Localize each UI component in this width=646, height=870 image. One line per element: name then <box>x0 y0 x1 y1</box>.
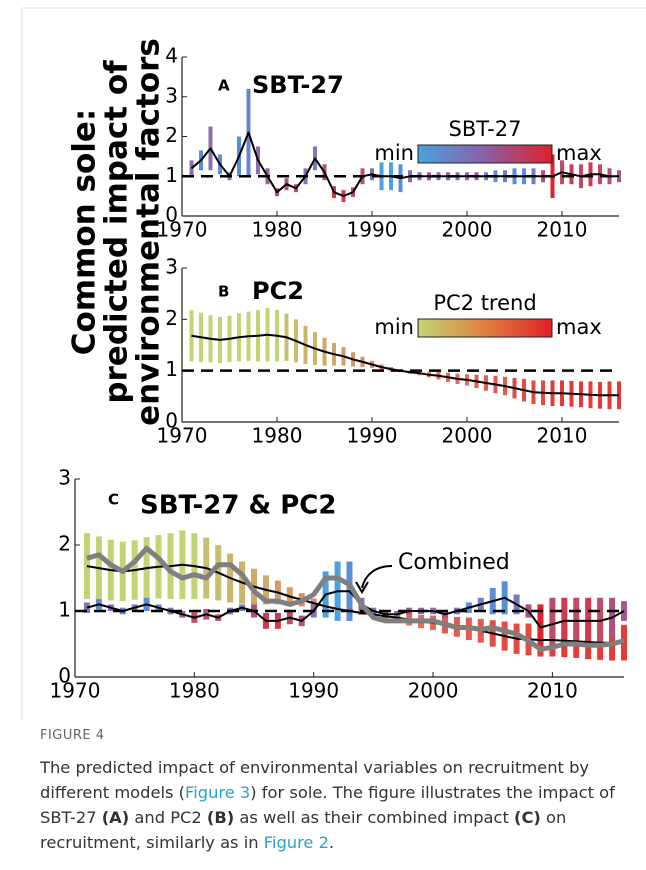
x-tick-label: 2000 <box>442 424 493 448</box>
annotation-arrowhead <box>355 581 369 594</box>
caption-text: ) for sole. The figure illustrates the i… <box>40 783 615 827</box>
caption-ref: (C) <box>514 808 541 827</box>
y-axis-label: environmental factors <box>131 38 167 426</box>
series-line <box>86 545 625 652</box>
x-tick-label: 2010 <box>527 679 578 703</box>
figure-link[interactable]: Figure 2 <box>263 833 329 852</box>
caption-ref: (A) <box>101 808 130 827</box>
x-tick-label: 1970 <box>157 424 208 448</box>
caption-text: The predicted impact of environmental va… <box>40 755 634 855</box>
figure: Common sole: predicted impact of environ… <box>21 7 646 720</box>
figure-label: FIGURE 4 <box>40 728 105 743</box>
colorbar-title: SBT-27 <box>449 117 522 141</box>
x-tick-label: 2000 <box>408 679 459 703</box>
y-tick-label: 0 <box>165 409 178 433</box>
y-tick-label: 3 <box>165 83 178 107</box>
colorbar-max: max <box>556 141 602 165</box>
panel-title: SBT-27 & PC2 <box>140 491 336 521</box>
y-tick-label: 2 <box>165 123 178 147</box>
x-tick-label: 1980 <box>252 424 303 448</box>
y-axis-label: Common sole: <box>67 109 103 356</box>
x-tick-label: 2010 <box>537 424 588 448</box>
y-tick-label: 1 <box>165 163 178 187</box>
x-tick-label: 1990 <box>347 218 398 242</box>
y-tick-label: 1 <box>165 357 178 381</box>
x-tick-label: 2000 <box>442 218 493 242</box>
series-line <box>86 563 624 644</box>
caption-text: on recruitment, similarly as in <box>40 808 567 852</box>
colorbar <box>417 318 553 338</box>
colorbar-min: min <box>374 141 414 165</box>
x-tick-label: 1990 <box>347 424 398 448</box>
caption: FIGURE 4 The predicted impact of environ… <box>40 728 634 855</box>
caption-ref: (B) <box>206 808 235 827</box>
y-axis-label: predicted impact of <box>99 60 135 404</box>
caption-text: as well as their combined impact <box>234 808 515 827</box>
x-tick-label: 2010 <box>537 218 588 242</box>
series-line <box>190 131 619 198</box>
panel-label: C <box>108 491 119 509</box>
x-tick-label: 1970 <box>50 679 101 703</box>
y-tick-label: 2 <box>165 306 178 330</box>
x-tick-label: 1980 <box>252 218 303 242</box>
y-tick-label: 1 <box>58 598 71 622</box>
figure-link[interactable]: Figure 3 <box>185 783 251 802</box>
panel-title: SBT-27 <box>252 71 344 99</box>
x-tick-label: 1990 <box>288 679 339 703</box>
x-tick-label: 1980 <box>169 679 220 703</box>
x-tick-label: 1970 <box>157 218 208 242</box>
panel-label: B <box>218 283 229 301</box>
caption-text: and PC2 <box>129 808 207 827</box>
y-tick-label: 3 <box>165 255 178 279</box>
series-line <box>191 333 619 397</box>
y-tick-label: 4 <box>165 44 178 68</box>
colorbar <box>417 144 553 164</box>
y-tick-label: 0 <box>58 664 71 688</box>
panel-label: A <box>218 77 230 95</box>
caption-text: . <box>328 833 335 852</box>
y-tick-label: 0 <box>165 203 178 227</box>
colorbar-title: PC2 trend <box>433 291 536 315</box>
caption-text: The predicted impact of environmental va… <box>40 758 590 802</box>
error-bar <box>189 310 194 362</box>
y-tick-label: 3 <box>58 466 71 490</box>
annotation: Combined <box>398 550 510 575</box>
colorbar-min: min <box>374 315 414 339</box>
annotation-arrow <box>361 565 393 589</box>
y-tick-label: 2 <box>58 532 71 556</box>
panel-title: PC2 <box>252 277 304 305</box>
colorbar-max: max <box>556 315 602 339</box>
